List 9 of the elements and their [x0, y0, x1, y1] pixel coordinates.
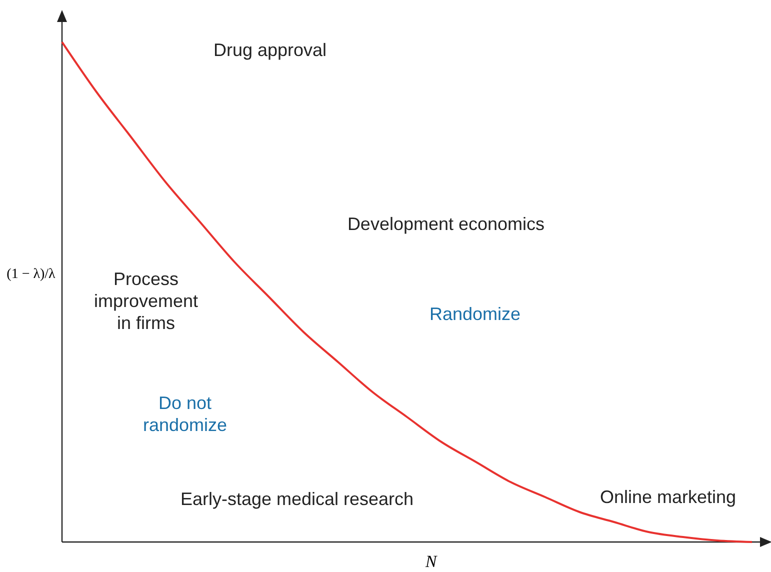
y-axis-title: (1 − λ)/λ	[6, 267, 56, 282]
annotation: Process improvement in firms	[94, 269, 198, 333]
x-axis-title: N	[424, 552, 438, 571]
annotation: Randomize	[429, 304, 521, 324]
annotation: Early-stage medical research	[180, 489, 414, 509]
annotation: Development economics	[347, 214, 545, 234]
annotation: Drug approval	[213, 40, 327, 60]
annotation: Do not randomize	[142, 393, 228, 435]
annotation: Online marketing	[600, 487, 736, 507]
